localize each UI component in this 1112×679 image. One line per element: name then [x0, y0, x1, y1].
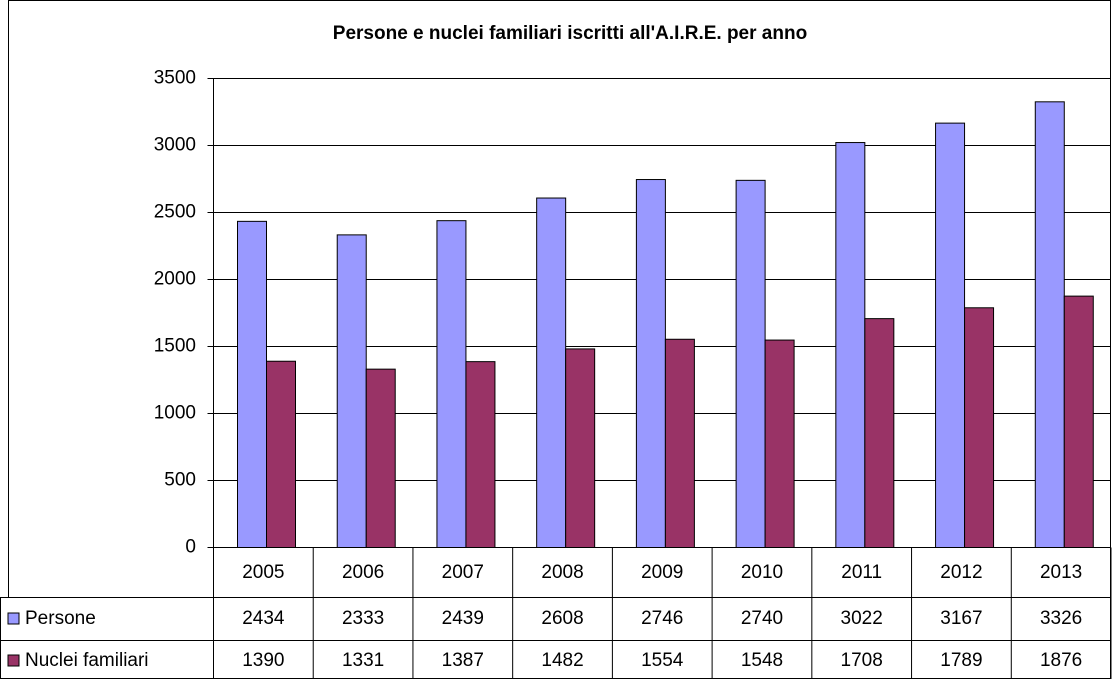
legend-label: Nuclei familiari	[25, 650, 149, 671]
x-tick-label: 2012	[940, 562, 982, 583]
bar	[864, 318, 895, 548]
x-tick-label: 2009	[641, 562, 683, 583]
y-tick-label: 1000	[154, 403, 196, 424]
bar	[1034, 101, 1065, 548]
x-tick-label: 2006	[342, 562, 384, 583]
y-tick-label: 3500	[154, 68, 196, 89]
table-value: 1390	[242, 650, 284, 671]
y-tick-label: 1500	[154, 336, 196, 357]
x-tick-label: 2013	[1040, 562, 1082, 583]
y-tick-label: 3000	[154, 135, 196, 156]
table-value: 3022	[841, 608, 883, 629]
bar	[635, 179, 666, 548]
x-tick-label: 2010	[741, 562, 783, 583]
table-value: 1387	[442, 650, 484, 671]
bar	[935, 122, 966, 548]
table-value: 3326	[1040, 608, 1082, 629]
y-tick-label: 2000	[154, 269, 196, 290]
bar	[237, 220, 267, 548]
legend-label: Persone	[25, 608, 96, 629]
table-value: 1789	[940, 650, 982, 671]
table-value: 3167	[940, 608, 982, 629]
chart-title: Persone e nuclei familiari iscritti all'…	[333, 23, 807, 44]
bar	[764, 339, 795, 548]
x-tick-label: 2005	[242, 562, 284, 583]
table-value: 1482	[541, 650, 583, 671]
y-tick-label: 2500	[154, 202, 196, 223]
legend-key	[7, 654, 20, 667]
table-value: 2333	[342, 608, 384, 629]
table-value: 1876	[1040, 650, 1082, 671]
bar	[436, 220, 467, 548]
table-value: 1554	[641, 650, 684, 671]
table-value: 1331	[342, 650, 384, 671]
bar	[565, 348, 596, 548]
legend-key	[7, 612, 20, 625]
x-tick-label: 2011	[841, 562, 882, 583]
x-tick-label: 2008	[541, 562, 583, 583]
bar	[964, 307, 995, 548]
table-value: 2746	[641, 608, 683, 629]
bar	[735, 179, 766, 548]
table-value: 1548	[741, 650, 783, 671]
y-tick-label: 0	[185, 537, 196, 558]
table-value: 1708	[841, 650, 883, 671]
bar	[536, 197, 567, 548]
bar	[365, 368, 396, 548]
table-value: 2740	[741, 608, 783, 629]
bar	[465, 361, 496, 548]
bar	[336, 234, 367, 549]
bar	[266, 360, 296, 548]
table-value: 2434	[242, 608, 285, 629]
x-tick-label: 2007	[442, 562, 484, 583]
table-bg	[0, 597, 9, 679]
y-tick-label: 500	[164, 470, 196, 491]
table-value: 2608	[541, 608, 583, 629]
bar	[1063, 295, 1094, 548]
table-value: 2439	[442, 608, 484, 629]
bar	[664, 338, 695, 548]
bar	[835, 142, 866, 548]
